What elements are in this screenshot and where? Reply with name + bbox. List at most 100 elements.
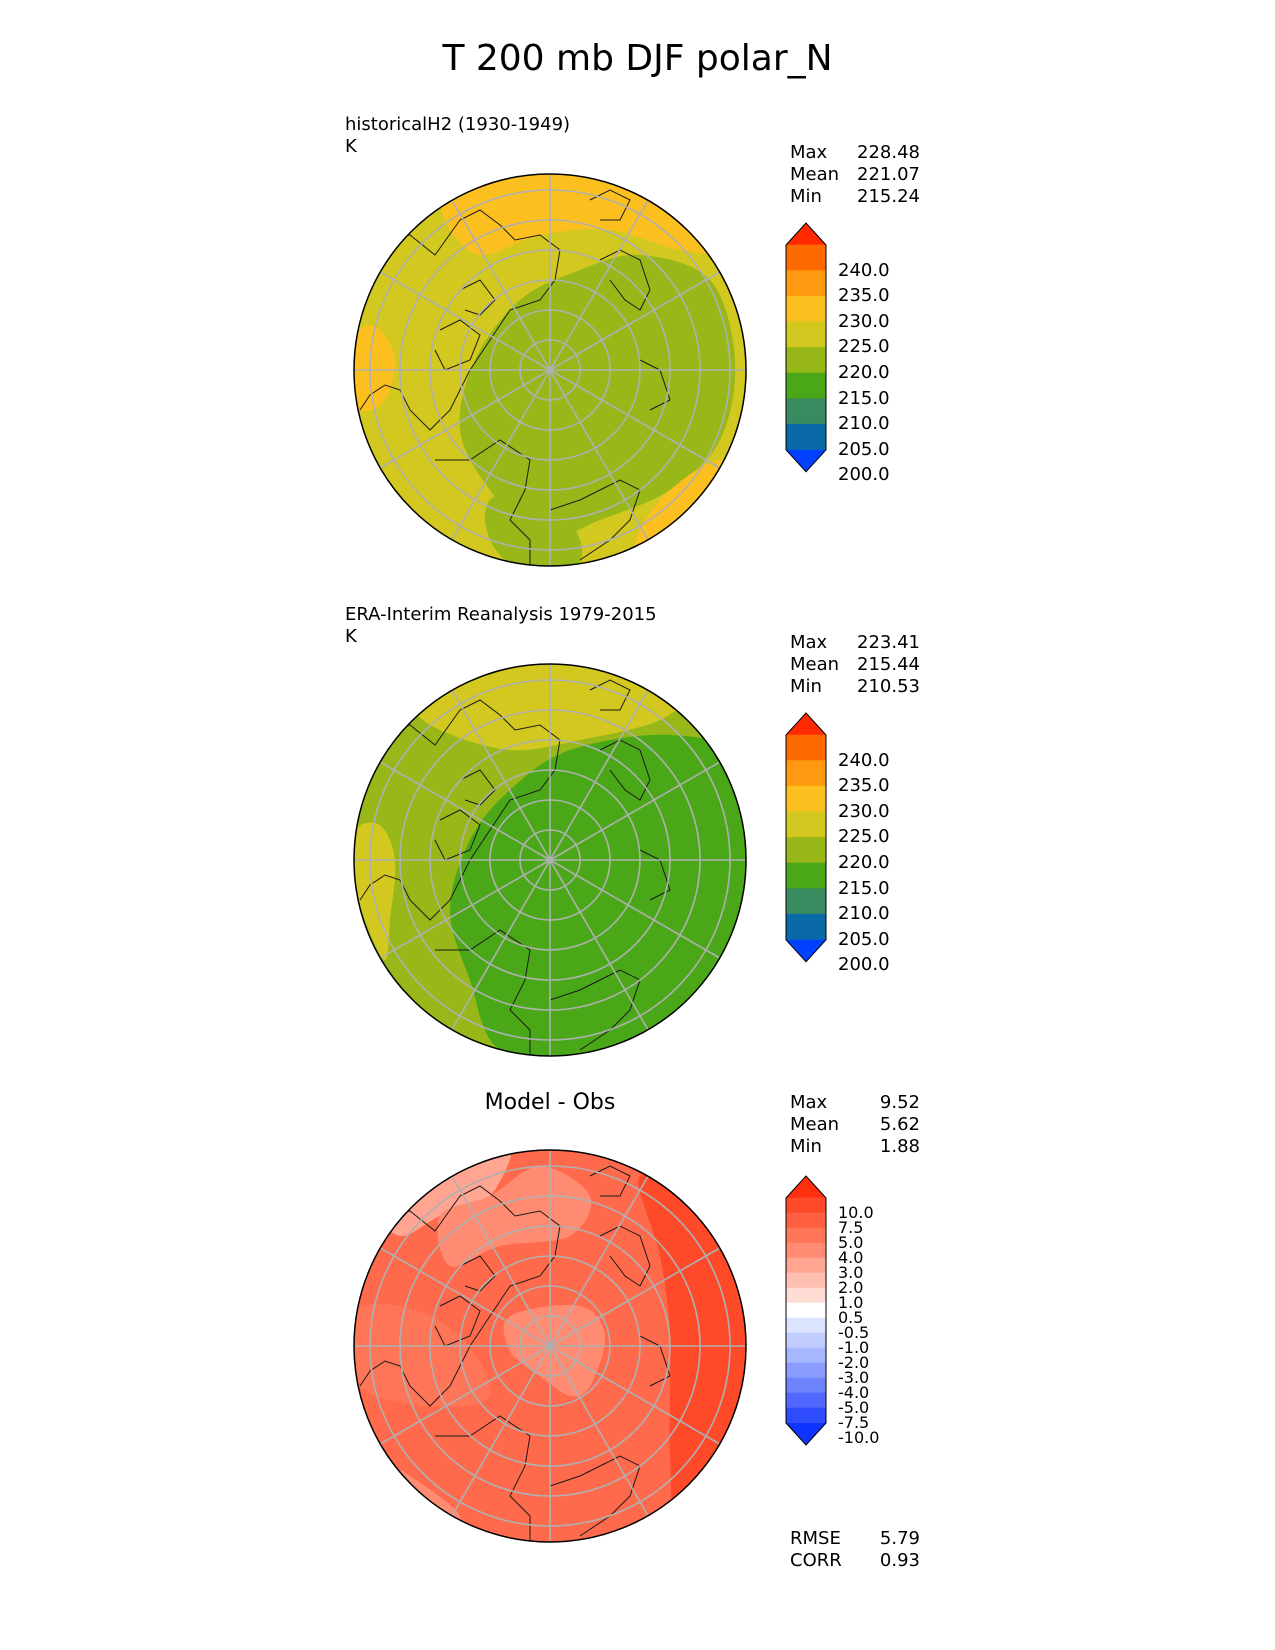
colorbar-segment — [786, 1272, 826, 1289]
colorbar-extend-top — [786, 1176, 826, 1198]
colorbar-segment — [786, 244, 826, 271]
stats-box: Max 223.41 Mean 215.44 Min 210.53 — [790, 632, 920, 698]
stat-value: 210.53 — [857, 676, 920, 697]
colorbar-tick-label: -2.0 — [838, 1353, 870, 1372]
coastline — [359, 209, 561, 431]
colorbar-tick-label: 225.0 — [838, 336, 890, 358]
colorbar-tick-label: 1.0 — [838, 1293, 864, 1312]
meridian-line — [549, 271, 721, 371]
colorbar-tick-label: 200.0 — [838, 464, 890, 486]
colorbar-tick-label: 210.0 — [838, 903, 890, 925]
meridian-line — [451, 1345, 551, 1517]
colorbar-segment — [786, 1287, 826, 1304]
colorbar-tick-label: -3.0 — [838, 1368, 870, 1387]
colorbar-segment — [786, 913, 826, 941]
meridian-line — [549, 689, 649, 861]
colorbar-tick-label: 235.0 — [838, 775, 890, 797]
coastline — [359, 1185, 561, 1407]
colorbar-segment — [786, 321, 826, 348]
colorbar-segment — [786, 1392, 826, 1409]
panel-title: ERA-Interim Reanalysis 1979-2015 K — [345, 604, 657, 648]
meridian-line — [549, 199, 649, 371]
stat-row: Min 1.88 — [790, 1136, 920, 1158]
stat-label: Min — [790, 676, 822, 697]
meridian-line — [451, 369, 551, 541]
colorbar-tick-label: 220.0 — [838, 362, 890, 383]
stat-value: 0.93 — [879, 1550, 920, 1571]
colorbar-tick-label: 240.0 — [838, 749, 890, 771]
coastline — [434, 809, 481, 861]
stat-value: 1.88 — [879, 1136, 920, 1157]
footer-stats: RMSE 5.79 CORR 0.93 — [790, 1528, 920, 1572]
panel-units: K — [345, 136, 357, 157]
colorbar-segment — [786, 760, 826, 787]
colorbar-segment — [786, 1407, 826, 1424]
meridian-line — [549, 859, 649, 1031]
stat-row: Max 228.48 — [790, 142, 920, 164]
colorbar-segment — [786, 888, 826, 915]
stat-value: 221.07 — [857, 164, 920, 185]
meridian-line — [549, 1175, 649, 1347]
colorbar-tick-label: 5.0 — [838, 1233, 864, 1252]
stat-row: Max 9.52 — [790, 1092, 920, 1114]
meridian-line — [379, 1247, 551, 1347]
stat-value: 5.79 — [879, 1528, 920, 1549]
colorbar-graphic — [785, 712, 827, 963]
meridian-line — [549, 1345, 649, 1517]
colorbar-segment — [786, 1257, 826, 1274]
colorbar-segment — [786, 347, 826, 374]
meridian-line — [379, 369, 551, 469]
stat-value: 215.44 — [857, 654, 920, 675]
meridian-line — [451, 1175, 551, 1347]
meridian-line — [379, 859, 551, 959]
colorbar-tick-label: 220.0 — [838, 852, 890, 873]
colorbar-segment — [786, 1347, 826, 1364]
coastline — [434, 1295, 481, 1347]
colorbar-extend-bottom — [786, 1423, 826, 1445]
panel-units: K — [345, 626, 357, 647]
stat-row: Min 210.53 — [790, 676, 920, 698]
colorbar-segment — [786, 785, 826, 813]
panel-title: Model - Obs — [484, 1090, 616, 1115]
coastline — [435, 929, 531, 1056]
colorbar-segment — [786, 372, 826, 399]
coastline — [639, 359, 671, 411]
colorbar-segment — [786, 270, 826, 297]
panel-difference: Model - Obs Max 9.52 Mean 5.62 Min 1.88 10.… — [0, 1090, 1275, 1630]
map-boundary — [353, 173, 747, 567]
colorbar-graphic — [785, 1175, 827, 1446]
colorbar-graphic — [785, 222, 827, 473]
colorbar-segment — [786, 837, 826, 864]
map-boundary — [353, 663, 747, 1057]
panel-title: historicalH2 (1930-1949) K — [345, 114, 570, 158]
colorbar-tick-label: 215.0 — [838, 877, 890, 899]
colorbar-segment — [786, 734, 826, 761]
coastline — [549, 969, 641, 1051]
colorbar-tick-label: 3.0 — [838, 1263, 864, 1282]
colorbar-tick-label: -7.5 — [838, 1413, 870, 1432]
meridian-line — [451, 689, 551, 861]
field-contour-region — [354, 1304, 491, 1407]
polar-map — [353, 663, 747, 1057]
stat-label: Max — [790, 142, 828, 163]
stat-label: RMSE — [790, 1528, 841, 1549]
colorbar-tick-label: 205.0 — [838, 928, 890, 950]
stats-box: Max 9.52 Mean 5.62 Min 1.88 — [790, 1092, 920, 1158]
colorbar-segment — [786, 1377, 826, 1394]
coastline — [434, 319, 481, 371]
stat-value: 9.52 — [879, 1092, 920, 1113]
colorbar-tick-label: 210.0 — [838, 413, 890, 435]
coastline — [639, 849, 671, 901]
colorbar-tick-label: 7.5 — [838, 1218, 864, 1237]
meridian-line — [451, 199, 551, 371]
stat-label: CORR — [790, 1550, 842, 1571]
stat-row: RMSE 5.79 — [790, 1528, 920, 1550]
coastline — [589, 679, 631, 711]
polar-map — [353, 173, 747, 567]
colorbar-tick-label: 0.5 — [838, 1308, 864, 1327]
colorbar-segment — [786, 1332, 826, 1349]
field-contour-region — [437, 1166, 592, 1267]
colorbar-tick-label: 230.0 — [838, 310, 890, 332]
figure-title: T 200 mb DJF polar_N — [442, 38, 833, 79]
panel-title-line: historicalH2 (1930-1949) — [345, 114, 571, 135]
